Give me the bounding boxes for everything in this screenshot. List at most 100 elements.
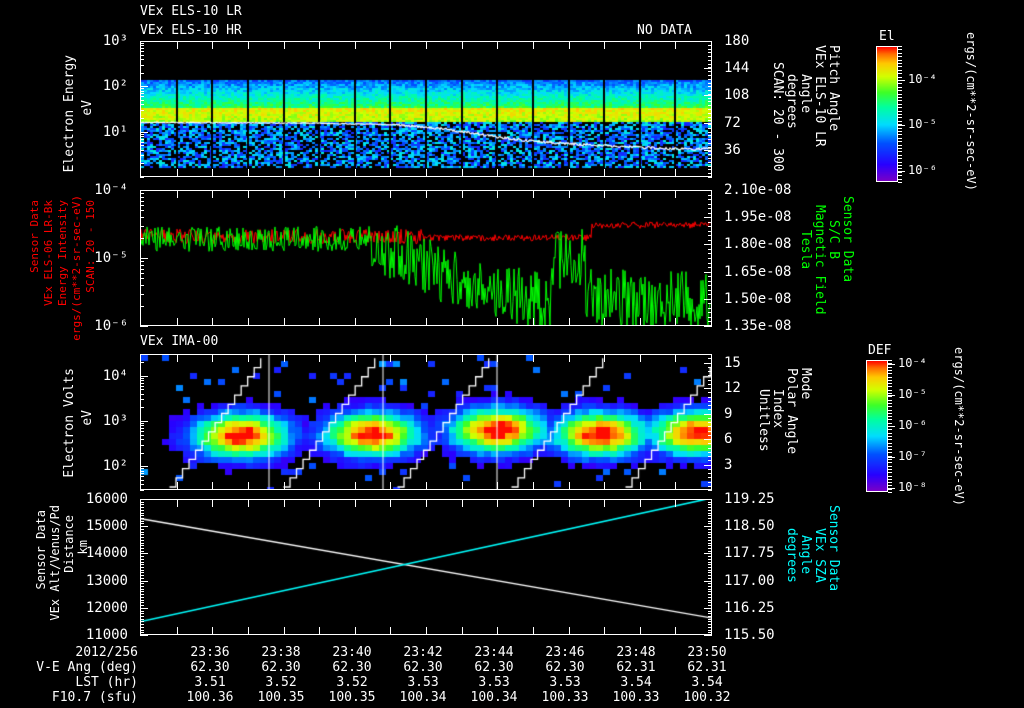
colorbar-minor-tick: [888, 386, 892, 388]
colorbar1-gradient: [877, 47, 897, 181]
colorbar1[interactable]: [876, 46, 898, 182]
axis-tick-minor: [708, 577, 712, 579]
axis-tick-minor: [140, 133, 144, 135]
bottom-table-cell: 62.30: [190, 660, 230, 675]
colorbar-tick-label: 10⁻⁷: [898, 449, 927, 464]
x-axis-tick: [319, 318, 320, 325]
axis-tick-minor: [708, 294, 712, 296]
colorbar-minor-tick: [898, 46, 902, 47]
bottom-table-cell: 3.52: [265, 675, 297, 690]
panel4-right-axis-title-1: Sensor Data: [826, 505, 841, 592]
x-axis-tick: [640, 191, 641, 198]
x-axis-tick: [212, 482, 213, 489]
colorbar2-unit-label: ergs/(cm**2-sr-sec-eV): [952, 347, 966, 506]
colorbar-tick: [888, 363, 895, 365]
x-axis-tick: [462, 627, 463, 634]
colorbar-minor-tick: [898, 161, 902, 163]
panel2-right-axis-title-4: Tesla: [798, 230, 813, 270]
colorbar-minor-tick: [898, 107, 902, 109]
axis-tick-minor: [708, 326, 712, 327]
axis-tick-minor: [140, 110, 144, 112]
colorbar-minor-tick: [898, 86, 902, 88]
bottom-table-cell: 100.35: [328, 690, 376, 705]
axis-tick-minor: [708, 131, 712, 133]
colorbar-minor-tick: [898, 141, 902, 143]
colorbar-tick-label: 10⁻⁶: [908, 163, 937, 178]
axis-tick-minor: [708, 556, 712, 558]
axis-tick-minor: [708, 528, 712, 530]
axis-tick-minor: [708, 71, 712, 73]
colorbar-tick-label: 10⁻⁴: [908, 72, 937, 86]
axis-tick-minor: [140, 466, 144, 468]
axis-tick-minor: [708, 468, 712, 470]
colorbar-minor-tick: [898, 171, 902, 173]
axis-tick-minor: [140, 273, 144, 275]
axis-tick-minor: [708, 217, 712, 219]
colorbar-minor-tick: [888, 432, 892, 434]
x-axis-tick: [390, 191, 391, 198]
axis-tick-minor: [140, 473, 144, 475]
bottom-table-cell: 62.31: [687, 660, 727, 675]
axis-tick-minor: [140, 520, 144, 522]
panel-els-spectrogram[interactable]: [140, 41, 712, 177]
x-axis-tick: [533, 318, 534, 325]
energy-bfield-canvas: [141, 191, 711, 325]
x-axis-tick: [533, 627, 534, 634]
axis-tick-minor: [140, 51, 144, 53]
axis-tick-minor: [140, 569, 144, 571]
bottom-table-cell: 3.52: [336, 675, 368, 690]
axis-tick-minor: [708, 56, 712, 58]
axis-tick-minor: [140, 523, 144, 525]
axis-tick-minor: [708, 512, 712, 514]
axis-tick-minor: [708, 564, 712, 566]
x-axis-tick: [640, 355, 641, 362]
panel1-title-lr: VEx ELS-10 LR: [140, 4, 242, 19]
colorbar-minor-tick: [888, 396, 892, 398]
x-axis-tick: [426, 482, 427, 489]
x-axis-tick: [533, 191, 534, 198]
bottom-table-cell: 100.34: [470, 690, 518, 705]
axis-tick-minor: [140, 193, 144, 195]
axis-tick-minor: [140, 136, 144, 138]
axis-tick-minor: [708, 120, 712, 122]
axis-tick-minor: [708, 507, 712, 509]
axis-tick-minor: [140, 542, 144, 544]
axis-tick-label: 12: [724, 380, 741, 396]
panel-ima-spectrogram[interactable]: [140, 354, 712, 490]
panel-energy-intensity-bfield[interactable]: [140, 190, 712, 326]
x-axis-tick: [212, 169, 213, 176]
colorbar2[interactable]: [866, 360, 888, 492]
colorbar-tick: [898, 124, 905, 126]
axis-tick-minor: [708, 127, 712, 129]
x-axis-tick: [284, 169, 285, 176]
axis-tick-minor: [708, 358, 712, 360]
panel4-right-axis-title-4: degrees: [784, 528, 799, 583]
x-axis-tick: [355, 169, 356, 176]
x-axis-tick: [462, 169, 463, 176]
colorbar-minor-tick: [898, 148, 902, 149]
colorbar-minor-tick: [898, 76, 902, 78]
axis-tick-minor: [708, 165, 712, 167]
axis-tick-minor: [708, 591, 712, 593]
x-axis-tick: [533, 169, 534, 176]
colorbar-minor-tick: [888, 426, 892, 427]
x-axis-tick: [569, 355, 570, 362]
panel2-right-axis-title-3: Magnetic Field: [812, 205, 827, 315]
axis-tick-minor: [708, 239, 712, 241]
axis-tick-minor: [140, 470, 144, 472]
x-axis-tick: [284, 500, 285, 507]
axis-tick-label: 10⁻⁴: [94, 182, 128, 198]
x-axis-tick: [604, 627, 605, 634]
bottom-table-cell: 23:50: [687, 645, 727, 660]
axis-tick-minor: [140, 88, 144, 90]
panel-altitude-sza[interactable]: [140, 499, 712, 635]
axis-tick-label: 15: [724, 354, 741, 371]
colorbar-minor-tick: [898, 49, 902, 51]
axis-tick-minor: [140, 515, 144, 517]
axis-tick-minor: [140, 531, 144, 533]
axis-tick-minor: [708, 509, 712, 511]
axis-tick-minor: [708, 285, 712, 287]
axis-tick-minor: [708, 477, 712, 479]
axis-tick-minor: [708, 434, 712, 436]
axis-tick-minor: [140, 237, 144, 239]
